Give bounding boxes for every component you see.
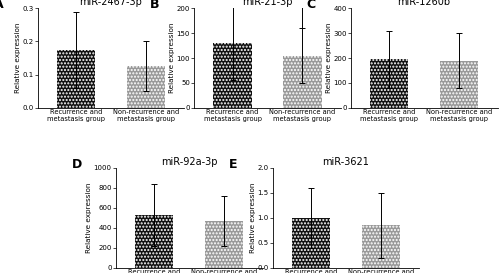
Title: miR-3621: miR-3621 [322, 157, 370, 167]
Text: *: * [265, 0, 270, 1]
Bar [214, 43, 252, 108]
Text: D: D [72, 158, 82, 171]
Text: B: B [150, 0, 160, 11]
Bar [362, 225, 400, 268]
Bar [126, 66, 165, 108]
Bar [440, 61, 478, 108]
Title: miR-1260b: miR-1260b [398, 0, 450, 7]
Bar [205, 221, 244, 268]
Bar [56, 50, 95, 108]
Bar [292, 218, 330, 268]
Y-axis label: Relative expression: Relative expression [250, 183, 256, 253]
Y-axis label: Relative expression: Relative expression [326, 23, 332, 93]
Title: miR-2467-3p: miR-2467-3p [80, 0, 142, 7]
Bar [370, 59, 408, 108]
Title: miR-92a-3p: miR-92a-3p [161, 157, 218, 167]
Bar [135, 215, 173, 268]
Text: C: C [307, 0, 316, 11]
Bar [283, 55, 322, 108]
Title: miR-21-3p: miR-21-3p [242, 0, 293, 7]
Y-axis label: Relative expression: Relative expression [86, 183, 92, 253]
Text: A: A [0, 0, 3, 11]
Y-axis label: Relative expression: Relative expression [14, 23, 20, 93]
Y-axis label: Relative expression: Relative expression [169, 23, 175, 93]
Text: E: E [228, 158, 237, 171]
